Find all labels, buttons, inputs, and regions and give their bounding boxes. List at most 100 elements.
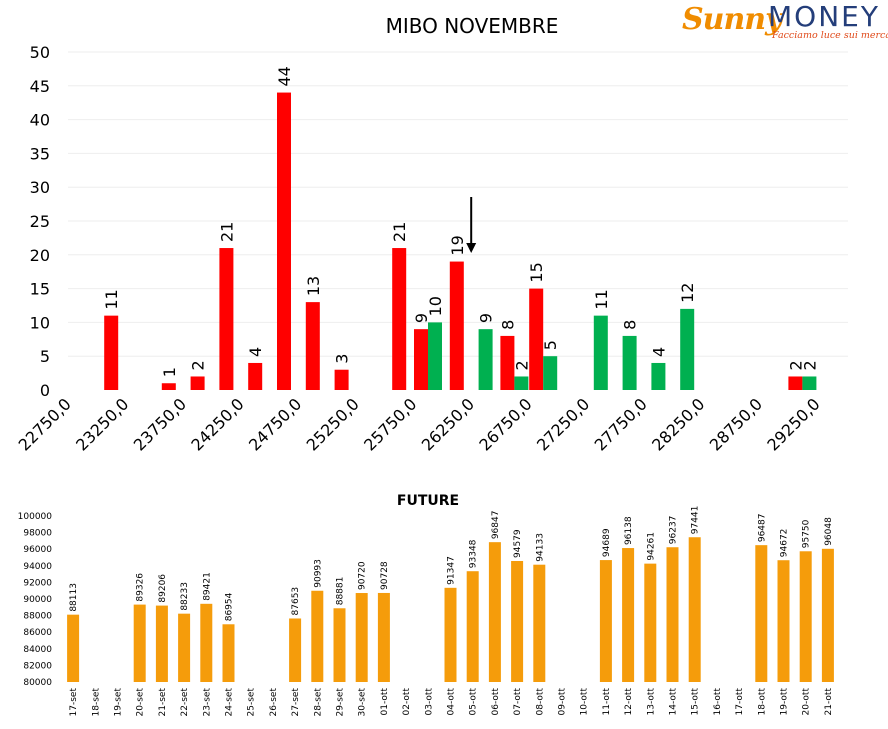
future-data-labels: 88113 89326 89206 88233 89421 86954 87653 90993…	[69, 506, 834, 622]
mibo-chart-title: MIBO NOVEMBRE	[386, 14, 559, 38]
bar	[248, 362, 263, 390]
x-tick-label: 25250,0	[303, 394, 363, 454]
bar	[133, 604, 146, 682]
x-tick-label: 18-set	[91, 688, 101, 717]
bar	[428, 322, 442, 390]
bar	[219, 248, 234, 390]
data-label: 95750	[802, 519, 812, 548]
data-label: 94672	[780, 529, 790, 558]
bar	[821, 548, 834, 682]
bar	[377, 592, 390, 682]
data-label: 96237	[669, 516, 679, 545]
y-tick-label: 92000	[23, 578, 52, 588]
logo-name-part1: Sunny	[682, 2, 783, 37]
x-tick-label: 07-ott	[513, 688, 523, 716]
bar	[161, 383, 176, 390]
x-tick-label: 17-ott	[735, 688, 745, 716]
y-tick-label: 40	[30, 111, 50, 130]
x-tick-label: 08-ott	[535, 688, 545, 716]
bar	[599, 560, 612, 682]
bar	[688, 537, 701, 682]
logo-name-part2: MONEY	[768, 0, 880, 33]
data-label: 4	[649, 347, 668, 357]
future-x-axis: 17-set 18-set 19-set 20-set 21-set 22-set 23-s…	[69, 688, 834, 717]
x-tick-label: 21-ott	[824, 688, 834, 716]
bar	[222, 624, 235, 682]
y-tick-label: 45	[30, 77, 50, 96]
data-label: 96487	[757, 514, 767, 543]
bar	[543, 356, 558, 390]
sunny-money-logo: Sunny MONEY Facciamo luce sui mercati	[680, 0, 888, 42]
x-tick-label: 13-ott	[646, 688, 656, 716]
x-tick-label: 04-ott	[447, 688, 457, 716]
data-label: 2	[512, 360, 531, 370]
data-label: 94689	[602, 528, 612, 557]
data-label: 11	[592, 289, 611, 309]
x-tick-label: 02-ott	[402, 688, 412, 716]
x-tick-label: 28250,0	[648, 394, 708, 454]
x-tick-label: 26250,0	[418, 394, 478, 454]
y-tick-label: 0	[40, 381, 50, 400]
data-label: 97441	[691, 506, 701, 535]
x-tick-label: 24250,0	[187, 394, 247, 454]
data-label: 8	[498, 320, 517, 330]
y-tick-label: 90000	[23, 595, 52, 605]
data-label: 3	[333, 354, 352, 364]
x-tick-label: 26750,0	[475, 394, 535, 454]
y-tick-label: 80000	[23, 678, 52, 688]
bar	[533, 564, 546, 682]
bar	[190, 376, 205, 390]
x-tick-label: 05-ott	[469, 688, 479, 716]
bar	[311, 590, 324, 682]
mibo-y-axis: 0 5 10 15 20 25 30 35 40 45 50	[30, 43, 50, 400]
x-tick-label: 24-set	[225, 688, 235, 717]
future-chart: FUTURE 80000 82000 84000 86000 88000 90000 920…	[18, 493, 834, 717]
x-tick-label: 26-set	[269, 688, 279, 717]
bar	[305, 302, 320, 390]
bar	[622, 548, 635, 682]
data-label: 44	[275, 66, 294, 86]
x-tick-label: 27750,0	[591, 394, 651, 454]
x-tick-label: 23750,0	[130, 394, 190, 454]
x-tick-label: 28-set	[313, 688, 323, 717]
future-chart-title: FUTURE	[397, 493, 459, 509]
data-label: 1	[160, 367, 179, 377]
x-tick-label: 01-ott	[380, 688, 390, 716]
data-label: 91347	[447, 556, 457, 585]
y-tick-label: 82000	[23, 661, 52, 671]
x-tick-label: 24750,0	[245, 394, 305, 454]
y-tick-label: 10	[30, 313, 50, 332]
bar	[666, 547, 679, 682]
y-tick-label: 86000	[23, 628, 52, 638]
y-tick-label: 88000	[23, 612, 52, 622]
data-label: 15	[527, 262, 546, 282]
data-label: 10	[426, 296, 445, 316]
data-label: 21	[390, 222, 409, 242]
x-tick-label: 29-set	[336, 688, 346, 717]
mibo-x-axis: 22750,023250,023750,024250,024750,025250…	[15, 394, 824, 454]
x-tick-label: 18-ott	[757, 688, 767, 716]
x-tick-label: 22750,0	[15, 394, 75, 454]
bar	[200, 603, 213, 682]
bar	[444, 587, 457, 682]
x-tick-label: 10-ott	[580, 688, 590, 716]
data-label: 9	[477, 313, 496, 323]
bar	[277, 92, 291, 390]
data-label: 88881	[336, 577, 346, 606]
bar	[755, 545, 768, 682]
y-tick-label: 35	[30, 144, 50, 163]
x-tick-label: 23-set	[202, 688, 212, 717]
data-label: 93348	[469, 539, 479, 568]
x-tick-label: 11-ott	[602, 688, 612, 716]
x-tick-label: 03-ott	[424, 688, 434, 716]
x-tick-label: 14-ott	[669, 688, 679, 716]
bar	[333, 608, 346, 682]
x-tick-label: 29250,0	[763, 394, 823, 454]
x-tick-label: 28750,0	[706, 394, 766, 454]
data-label: 11	[102, 289, 121, 309]
bar	[355, 593, 368, 682]
data-label: 94261	[646, 532, 656, 561]
x-tick-label: 15-ott	[691, 688, 701, 716]
data-label: 12	[678, 283, 697, 303]
